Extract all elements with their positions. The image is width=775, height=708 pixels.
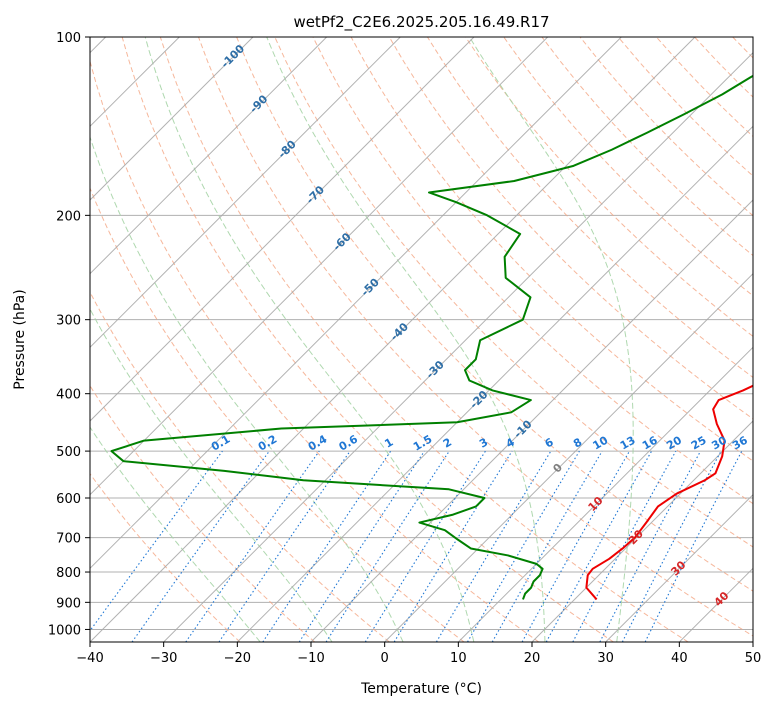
dry-adiabat (90, 291, 390, 642)
moist-adiabat (90, 135, 404, 642)
isotherm-line (90, 37, 475, 422)
y-tick-label: 600 (56, 492, 81, 507)
dry-adiabat (198, 37, 753, 637)
y-tick-label: 100 (56, 31, 81, 46)
mixing-ratio-line (298, 450, 425, 642)
temperature-profile-line (585, 384, 753, 601)
dry-adiabat (159, 37, 689, 642)
isotherm-line (310, 199, 753, 642)
y-tick-label: 300 (56, 314, 81, 329)
x-tick-label: 10 (450, 651, 467, 666)
y-tick-label: 900 (56, 596, 81, 611)
mixing-ratio-line (90, 450, 223, 632)
x-tick-label: 20 (524, 651, 541, 666)
mixing-ratio-line (262, 450, 392, 642)
dry-adiabat (90, 186, 465, 642)
x-tick-label: −30 (150, 651, 177, 666)
moist-adiabat (469, 37, 634, 642)
isotherm-line (90, 37, 328, 275)
mixing-ratio-line (545, 450, 653, 642)
y-tick-label: 800 (56, 566, 81, 581)
dry-adiabat (350, 37, 753, 462)
dry-adiabat (90, 59, 540, 642)
dry-adiabat (90, 384, 316, 642)
x-axis-label: Temperature (°C) (360, 681, 482, 697)
mixing-ratio-line (325, 450, 450, 642)
mixing-ratio-line (185, 450, 320, 642)
mixing-ratio-line (218, 450, 351, 642)
axes: −40 −30 −20 −10 0 10 20 30 40 50 100 200 300 400 500 60… (48, 31, 761, 666)
x-tick-label: 30 (597, 651, 614, 666)
y-tick-label: 1000 (48, 623, 81, 638)
x-tick-label: −20 (224, 651, 251, 666)
isotherm-line (236, 125, 753, 642)
mixing-ratio-line (572, 450, 677, 642)
dry-adiabat (503, 37, 753, 297)
isotherm-line (531, 420, 753, 642)
y-axis-label: Pressure (hPa) (12, 289, 28, 389)
plot-area (90, 37, 753, 642)
isotherm-line (90, 37, 549, 496)
isotherm-line (90, 37, 696, 642)
mixing-ratio-line (521, 450, 630, 642)
x-tick-label: 0 (381, 651, 389, 666)
dry-adiabat (426, 37, 753, 378)
isotherm-line (384, 272, 753, 642)
moist-adiabat (266, 37, 546, 642)
isotherm-line (90, 37, 401, 349)
chart-title: wetPf2_C2E6.2025.205.16.49.R17 (293, 13, 549, 32)
x-tick-label: 50 (745, 651, 762, 666)
y-tick-label: 500 (56, 445, 81, 460)
mixing-ratio-line (644, 450, 743, 642)
y-tick-label: 700 (56, 532, 81, 547)
x-tick-label: 40 (671, 651, 688, 666)
mixing-ratio-line (131, 450, 270, 642)
dewpoint-profile-line (110, 74, 753, 600)
isotherm-line (605, 493, 753, 642)
isotherm-line (90, 37, 622, 570)
mixing-ratio-line (393, 450, 513, 642)
dry-adiabat (90, 472, 241, 642)
isotherm-line (90, 37, 254, 201)
moist-adiabat (144, 37, 475, 642)
isotherm-line (457, 346, 753, 642)
isotherm-line (163, 51, 753, 642)
y-tick-label: 200 (56, 209, 81, 224)
plot-frame (89, 36, 754, 643)
x-tick-label: −40 (76, 651, 103, 666)
x-tick-label: −10 (297, 651, 324, 666)
dry-adiabat (274, 37, 753, 548)
moist-adiabat (90, 308, 333, 642)
y-tick-label: 400 (56, 388, 81, 403)
dry-adiabat (236, 37, 753, 592)
